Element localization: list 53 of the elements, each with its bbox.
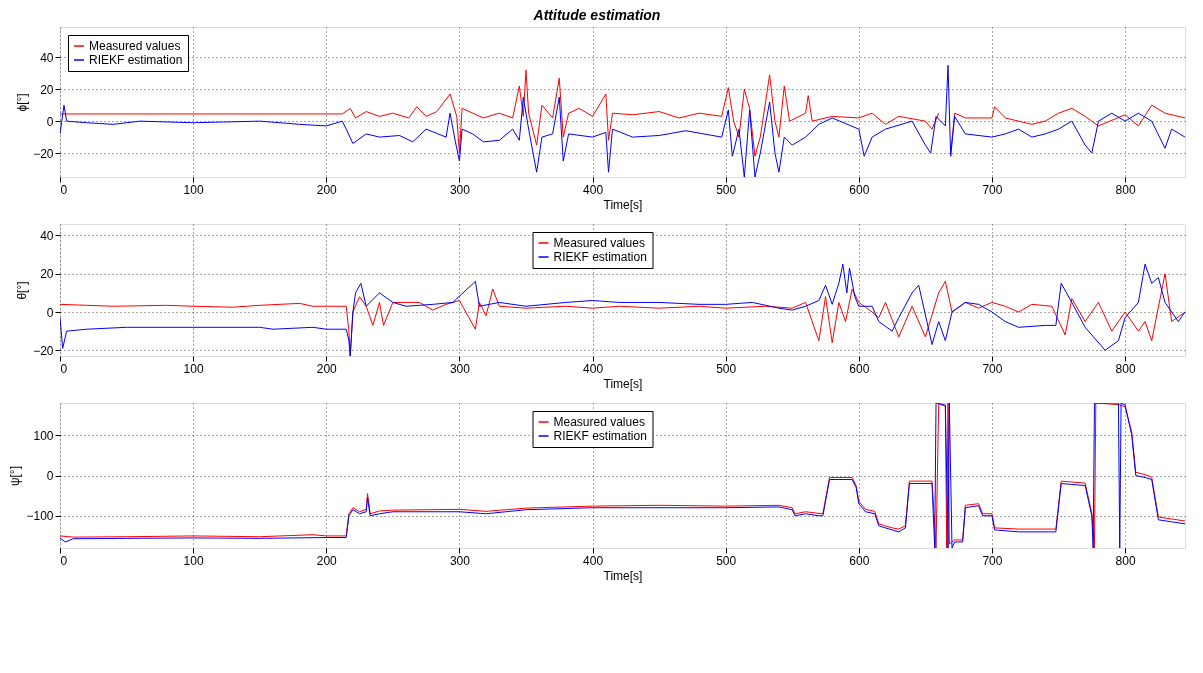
x-tick-label: 400 [583, 361, 604, 376]
x-tick-label: 700 [982, 553, 1003, 568]
x-tick-label: 400 [583, 182, 604, 197]
x-tick-label: 500 [716, 182, 737, 197]
y-axis-title: ϕ[°] [15, 93, 30, 112]
x-tick-label: 500 [716, 361, 737, 376]
x-axis-title: Time[s] [603, 376, 643, 391]
y-axis-title: θ[°] [15, 281, 30, 300]
y-axis-title: ψ[°] [8, 465, 23, 487]
y-tick-label: 0 [46, 114, 54, 129]
x-tick-label: 600 [849, 361, 870, 376]
x-axis-title: Time[s] [603, 197, 643, 212]
x-tick-label: 600 [849, 553, 870, 568]
x-tick-label: 500 [716, 553, 737, 568]
legend-label: Measured values [89, 39, 181, 53]
y-tick-label: 40 [40, 228, 54, 243]
x-tick-label: 0 [60, 182, 68, 197]
x-tick-label: 200 [316, 361, 338, 376]
y-tick-label: −20 [33, 146, 54, 161]
x-tick-label: 800 [1115, 182, 1136, 197]
chart-title: Attitude estimation [532, 6, 661, 23]
legend-label: RIEKF estimation [553, 250, 647, 264]
x-tick-label: 300 [449, 182, 471, 197]
x-tick-label: 100 [183, 553, 204, 568]
legend-label: RIEKF estimation [553, 429, 647, 443]
x-tick-label: 400 [583, 553, 604, 568]
x-tick-label: 800 [1115, 361, 1136, 376]
x-tick-label: 300 [449, 553, 471, 568]
legend-label: Measured values [553, 236, 645, 250]
x-tick-label: 0 [60, 553, 68, 568]
x-tick-label: 700 [982, 182, 1003, 197]
y-tick-label: 0 [46, 305, 54, 320]
line-series [60, 64, 1185, 177]
x-tick-label: 0 [60, 361, 68, 376]
y-tick-label: 0 [46, 469, 54, 483]
y-tick-label: 40 [40, 50, 54, 65]
y-tick-label: 20 [40, 82, 54, 97]
legend-label: RIEKF estimation [89, 53, 183, 67]
x-tick-label: 200 [316, 182, 338, 197]
x-axis-title: Time[s] [603, 568, 643, 583]
line-series [60, 403, 1185, 548]
y-tick-label: 100 [33, 428, 54, 443]
y-tick-label: 20 [40, 267, 54, 282]
y-tick-label: −20 [33, 343, 54, 358]
x-tick-label: 200 [316, 553, 338, 568]
x-tick-label: 600 [849, 182, 870, 197]
x-tick-label: 800 [1115, 553, 1136, 568]
x-tick-label: 100 [183, 182, 204, 197]
y-tick-label: −100 [26, 509, 54, 524]
x-tick-label: 700 [982, 361, 1003, 376]
x-tick-label: 300 [449, 361, 471, 376]
legend-label: Measured values [553, 415, 645, 429]
x-tick-label: 100 [183, 361, 204, 376]
